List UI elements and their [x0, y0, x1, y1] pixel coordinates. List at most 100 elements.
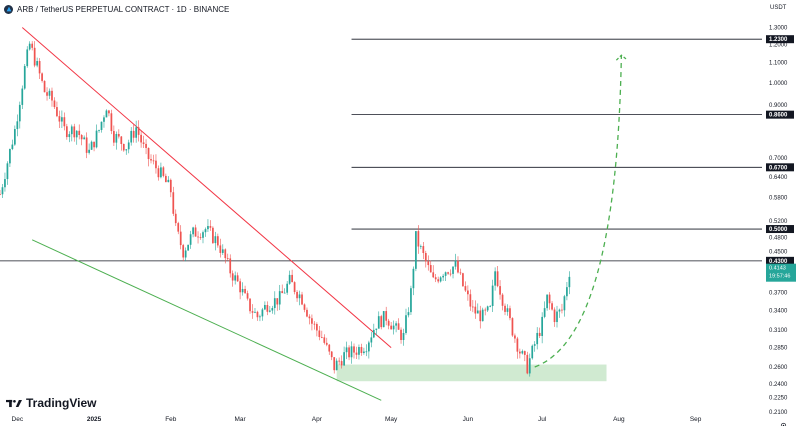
candle-body: [224, 249, 227, 259]
candle-body: [568, 276, 571, 288]
candle-body: [63, 117, 66, 127]
candle-body: [494, 271, 496, 286]
candle-body: [38, 61, 41, 74]
level-label: [766, 256, 794, 265]
candle-body: [204, 229, 207, 233]
candle-body: [199, 237, 202, 238]
candle-body: [219, 245, 222, 253]
candle-body: [462, 273, 464, 287]
candle-body: [281, 291, 284, 294]
candle-body: [88, 149, 90, 153]
candle-body: [48, 90, 51, 96]
candle-body: [11, 144, 14, 150]
currency-label[interactable]: USDT: [770, 5, 787, 11]
candle-body: [333, 357, 336, 371]
candle-body: [169, 179, 172, 193]
level-label: [766, 225, 794, 234]
candle-body: [509, 308, 511, 319]
x-tick-label: Dec: [12, 416, 24, 423]
candle-body: [496, 271, 499, 287]
candle-body: [311, 318, 313, 324]
y-tick-label: 0.3100: [769, 328, 788, 334]
candle-body: [236, 275, 239, 282]
candle-body: [234, 275, 237, 281]
candle-body: [192, 227, 194, 235]
candles: [0, 41, 571, 377]
candle-body: [412, 268, 415, 289]
candle-body: [43, 80, 46, 93]
candle-body: [316, 324, 318, 331]
candle-body: [53, 100, 56, 108]
candle-body: [150, 159, 152, 161]
candle-body: [56, 107, 58, 117]
candle-body: [486, 306, 489, 311]
x-tick-label: Jul: [538, 416, 547, 423]
support-trendline: [31, 239, 382, 401]
candle-body: [452, 266, 454, 274]
candle-body: [432, 272, 435, 278]
candle-body: [400, 329, 402, 341]
candle-body: [132, 130, 135, 138]
candle-body: [325, 342, 328, 345]
candle-body: [249, 298, 251, 312]
tradingview-logo-icon: [6, 399, 22, 407]
candle-body: [523, 351, 526, 355]
candle-body: [511, 318, 514, 336]
candle-body: [221, 249, 224, 253]
candle-body: [449, 273, 452, 275]
y-tick-label: 0.7000: [769, 156, 788, 162]
candle-body: [68, 134, 71, 138]
symbol-title-bar[interactable]: ARB / TetherUS PERPETUAL CONTRACT · 1D ·…: [4, 3, 229, 15]
resistance-trendline: [21, 27, 392, 348]
gear-icon[interactable]: [780, 416, 787, 426]
candle-body: [419, 246, 422, 247]
candle-body: [261, 309, 264, 317]
candle-body: [350, 346, 353, 358]
y-tick-label: 1.2000: [769, 42, 788, 48]
candle-body: [61, 117, 63, 122]
candle-body: [145, 143, 147, 148]
candle-body: [137, 127, 140, 135]
candle-body: [70, 126, 73, 135]
candle-body: [375, 328, 378, 330]
candle-body: [541, 316, 544, 336]
support-zone: [336, 364, 607, 382]
candle-body: [135, 127, 138, 138]
candle-body: [229, 258, 232, 274]
y-tick-label: 1.3000: [769, 26, 788, 32]
level-label: [766, 110, 794, 119]
candle-body: [254, 311, 256, 313]
y-tick-label: 0.4800: [769, 236, 788, 242]
candle-body: [103, 117, 105, 122]
candle-body: [387, 320, 390, 326]
candle-body: [246, 293, 249, 299]
candle-body: [424, 253, 427, 262]
candle-body: [561, 309, 563, 311]
candle-body: [268, 310, 271, 312]
x-tick-label: Jun: [463, 416, 474, 423]
candle-body: [85, 137, 88, 153]
candle-body: [26, 49, 29, 67]
candle-body: [340, 361, 343, 366]
level-label-value: 0.6700: [769, 165, 788, 171]
candle-body: [209, 226, 212, 228]
candle-body: [73, 126, 76, 138]
y-tick-label: 1.1000: [769, 61, 788, 67]
candle-body: [291, 274, 293, 283]
candle-body: [75, 130, 78, 138]
candle-body: [177, 223, 180, 232]
candle-body: [476, 310, 479, 314]
x-tick-label: Aug: [613, 416, 625, 423]
candle-body: [51, 90, 53, 101]
candle-body: [308, 316, 311, 319]
candle-body: [283, 292, 286, 294]
candle-body: [41, 73, 43, 81]
brand-logo[interactable]: TradingView: [6, 396, 96, 410]
candle-body: [184, 250, 187, 258]
candle-body: [189, 234, 192, 245]
candle-body: [155, 160, 157, 169]
candle-body: [306, 309, 308, 317]
candle-body: [318, 330, 321, 338]
